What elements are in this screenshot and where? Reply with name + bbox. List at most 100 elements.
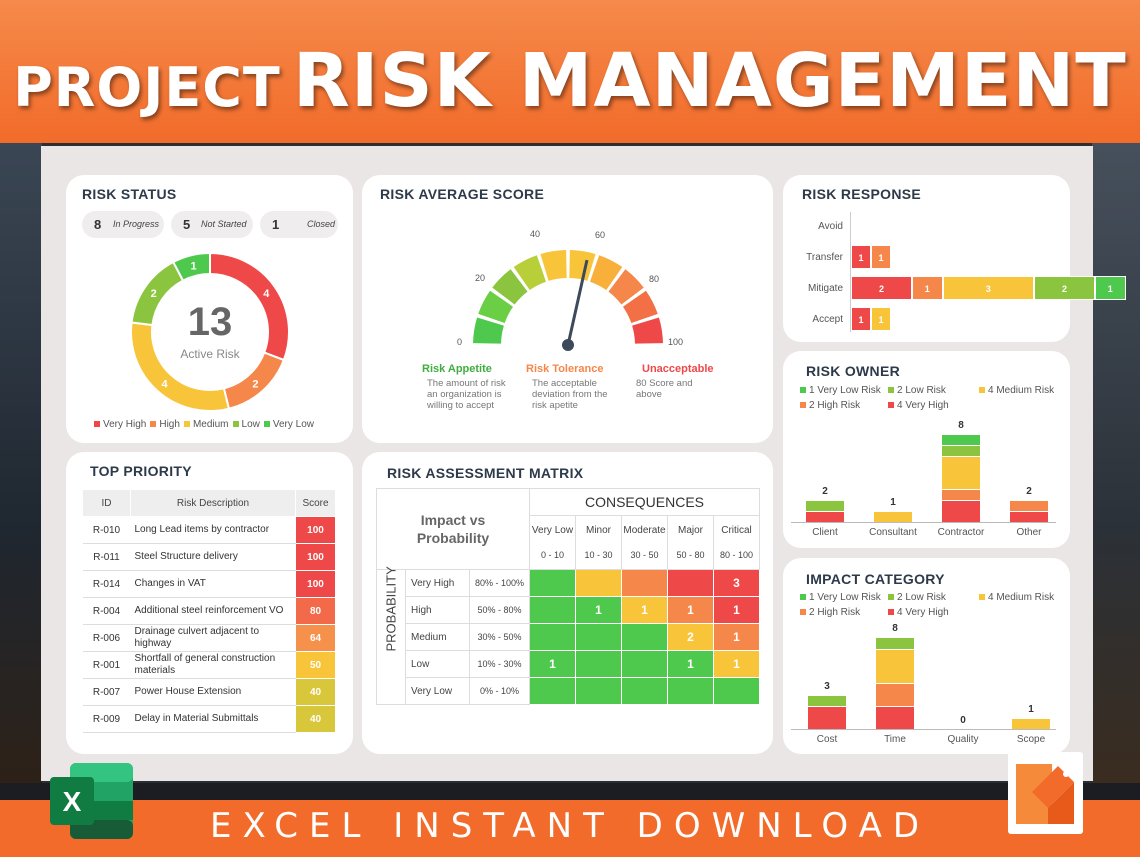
matrix-col-name: Minor [585,525,611,536]
bar-total-label: 0 [960,715,966,726]
matrix-cell[interactable] [667,677,714,705]
risk-response-title: RISK RESPONSE [802,186,922,202]
matrix-cell[interactable]: 1 [621,596,668,624]
table-row[interactable]: R-009 Delay in Material Submittals 40 [82,705,336,733]
matrix-cell[interactable]: 3 [713,569,760,597]
legend-item: 1 Very Low Risk [800,385,881,396]
svg-text:X: X [63,786,82,817]
zone-unacceptable-title: Unacceptable [642,363,714,375]
bar-total-label: 8 [892,623,898,634]
legend-label: 2 Low Risk [897,592,946,603]
risk-description: Power House Extension [130,678,296,706]
background-right [1092,143,1140,783]
gauge-segment [513,255,547,291]
risk-description: Additional steel reinforcement VO [130,597,296,625]
matrix-corner-label: Impact vs Probability [416,512,490,546]
matrix-cell[interactable] [529,569,576,597]
matrix-cell[interactable]: 2 [667,623,714,651]
legend-label: Very High [103,419,147,430]
active-risk-count: 13 [187,300,233,344]
bar-total-label: 3 [824,680,830,692]
matrix-cell[interactable] [529,596,576,624]
title-part-b: RISK MANAGEMENT [292,38,1127,124]
matrix-cell[interactable]: 1 [667,596,714,624]
zone-appetite-desc: The amount of risk an organization is wi… [427,378,506,411]
donut-slice-very-low [171,251,211,282]
matrix-row-name: High [405,596,470,624]
matrix-cell[interactable] [575,569,622,597]
matrix-cell[interactable] [575,677,622,705]
matrix-cell[interactable] [621,650,668,678]
gauge-hub [562,339,574,351]
matrix-row: High 50% - 80% 1 1 1 1 [377,596,760,624]
risk-id: R-001 [82,651,131,679]
gauge-tick-20: 20 [475,273,486,283]
risk-description: Delay in Material Submittals [130,705,296,733]
risk-status-legend: Very High High Medium Low Very Low [90,419,314,430]
matrix-cell[interactable] [713,677,760,705]
owner-axis [791,522,1056,523]
status-pill-in-progress[interactable]: 8 In Progress [82,211,164,238]
matrix-cell[interactable]: 1 [713,596,760,624]
matrix-cell[interactable] [529,623,576,651]
matrix-cell[interactable] [667,569,714,597]
active-risk-label: Active Risk [180,347,240,361]
stacked-bar-segment [876,648,914,683]
probability-text: PROBABILITY [383,565,399,651]
table-row[interactable]: R-010 Long Lead items by contractor 100 [82,516,336,544]
matrix-col-header: Major 50 - 80 [667,515,714,570]
table-row[interactable]: R-014 Changes in VAT 100 [82,570,336,598]
donut-slice-label: 4 [263,288,270,300]
matrix-row-range: 0% - 10% [469,677,530,705]
matrix-row-name: Low [405,650,470,678]
legend-label: 4 Very High [897,400,949,411]
bar-category-label: Quality [947,734,979,745]
matrix-col-range: 80 - 100 [719,550,754,560]
stacked-bar-segment [806,511,844,522]
legend-label: 2 High Risk [809,607,861,618]
risk-score: 64 [295,624,336,652]
pill-count: 8 [94,217,102,232]
status-pill-not-started[interactable]: 5 Not Started [171,211,253,238]
table-row[interactable]: R-006 Drainage culvert adjacent to highwa… [82,624,336,652]
bar-total-label: 2 [1026,486,1032,497]
gauge-segment [589,255,623,291]
zone-tolerance-title: Risk Tolerance [526,363,604,375]
matrix-cell[interactable] [575,650,622,678]
matrix-col-name: Major [677,525,703,536]
risk-status-donut: 4 2 4 2 1 [130,251,290,412]
legend-item: 2 Low Risk [888,592,946,603]
response-category-label: Avoid [818,221,843,232]
table-row[interactable]: R-007 Power House Extension 40 [82,678,336,706]
matrix-row-name: Very Low [405,677,470,705]
matrix-cell[interactable]: 1 [713,650,760,678]
matrix-corner: Impact vs Probability [376,488,530,570]
legend-label: 1 Very Low Risk [809,592,881,603]
legend-item: 4 Medium Risk [979,385,1054,396]
matrix-cell[interactable] [621,623,668,651]
avg-score-title: RISK AVERAGE SCORE [380,186,545,202]
matrix-col-name: Very Low [531,525,574,536]
matrix-cell[interactable] [621,677,668,705]
risk-score: 100 [295,516,336,544]
status-pill-closed[interactable]: 1 Closed [260,211,338,238]
stacked-bar-segment [808,706,846,729]
matrix-cell[interactable]: 1 [529,650,576,678]
matrix-col-range: 50 - 80 [676,550,705,560]
matrix-cell[interactable] [575,623,622,651]
risk-score: 40 [295,678,336,706]
matrix-cell[interactable]: 1 [575,596,622,624]
matrix-cell[interactable]: 1 [713,623,760,651]
table-row[interactable]: R-001 Shortfall of general construction m… [82,651,336,679]
table-row[interactable]: R-011 Steel Structure delivery 100 [82,543,336,571]
matrix-cell[interactable] [529,677,576,705]
matrix-cell[interactable]: 1 [667,650,714,678]
stacked-bar-segment [942,500,980,522]
bar-category-label: Contractor [937,527,985,538]
legend-item: 4 Medium Risk [979,592,1054,603]
matrix-cell[interactable] [621,569,668,597]
table-row[interactable]: R-004 Additional steel reinforcement VO 80 [82,597,336,625]
stacked-bar-segment [874,511,912,522]
bar-category-label: Other [1016,527,1042,538]
gauge-segment [608,269,644,305]
